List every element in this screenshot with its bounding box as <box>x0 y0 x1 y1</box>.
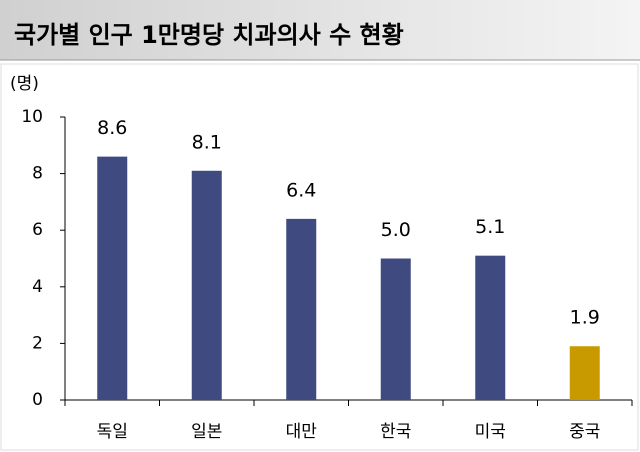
y-tick-label: 4 <box>32 277 43 297</box>
x-tick-label: 미국 <box>475 422 506 442</box>
value-label: 5.0 <box>381 219 411 241</box>
x-tick-label: 독일 <box>97 422 128 442</box>
chart-title: 국가별 인구 1만명당 치과의사 수 현황 <box>14 21 404 49</box>
x-tick-label: 한국 <box>380 422 411 442</box>
value-label: 5.1 <box>475 216 505 238</box>
value-label: 8.6 <box>97 117 127 139</box>
x-tick-label: 중국 <box>569 422 600 442</box>
value-label: 8.1 <box>192 131 222 153</box>
bar <box>380 258 411 400</box>
value-label: 1.9 <box>570 307 600 329</box>
bar <box>569 346 600 400</box>
bar <box>475 255 506 400</box>
y-tick-label: 10 <box>21 107 43 127</box>
bar <box>286 218 317 400</box>
y-tick-label: 8 <box>32 164 43 184</box>
title-banner <box>0 0 640 60</box>
bar <box>191 170 222 400</box>
y-tick-label: 6 <box>32 220 43 240</box>
chart-frame <box>0 63 639 451</box>
x-tick-label: 대만 <box>286 422 318 442</box>
y-axis-label: (명) <box>10 74 39 94</box>
x-tick-label: 일본 <box>191 422 222 442</box>
y-tick-label: 0 <box>32 390 43 410</box>
bar <box>97 156 128 400</box>
value-label: 6.4 <box>286 179 316 201</box>
y-tick-label: 2 <box>32 333 43 353</box>
